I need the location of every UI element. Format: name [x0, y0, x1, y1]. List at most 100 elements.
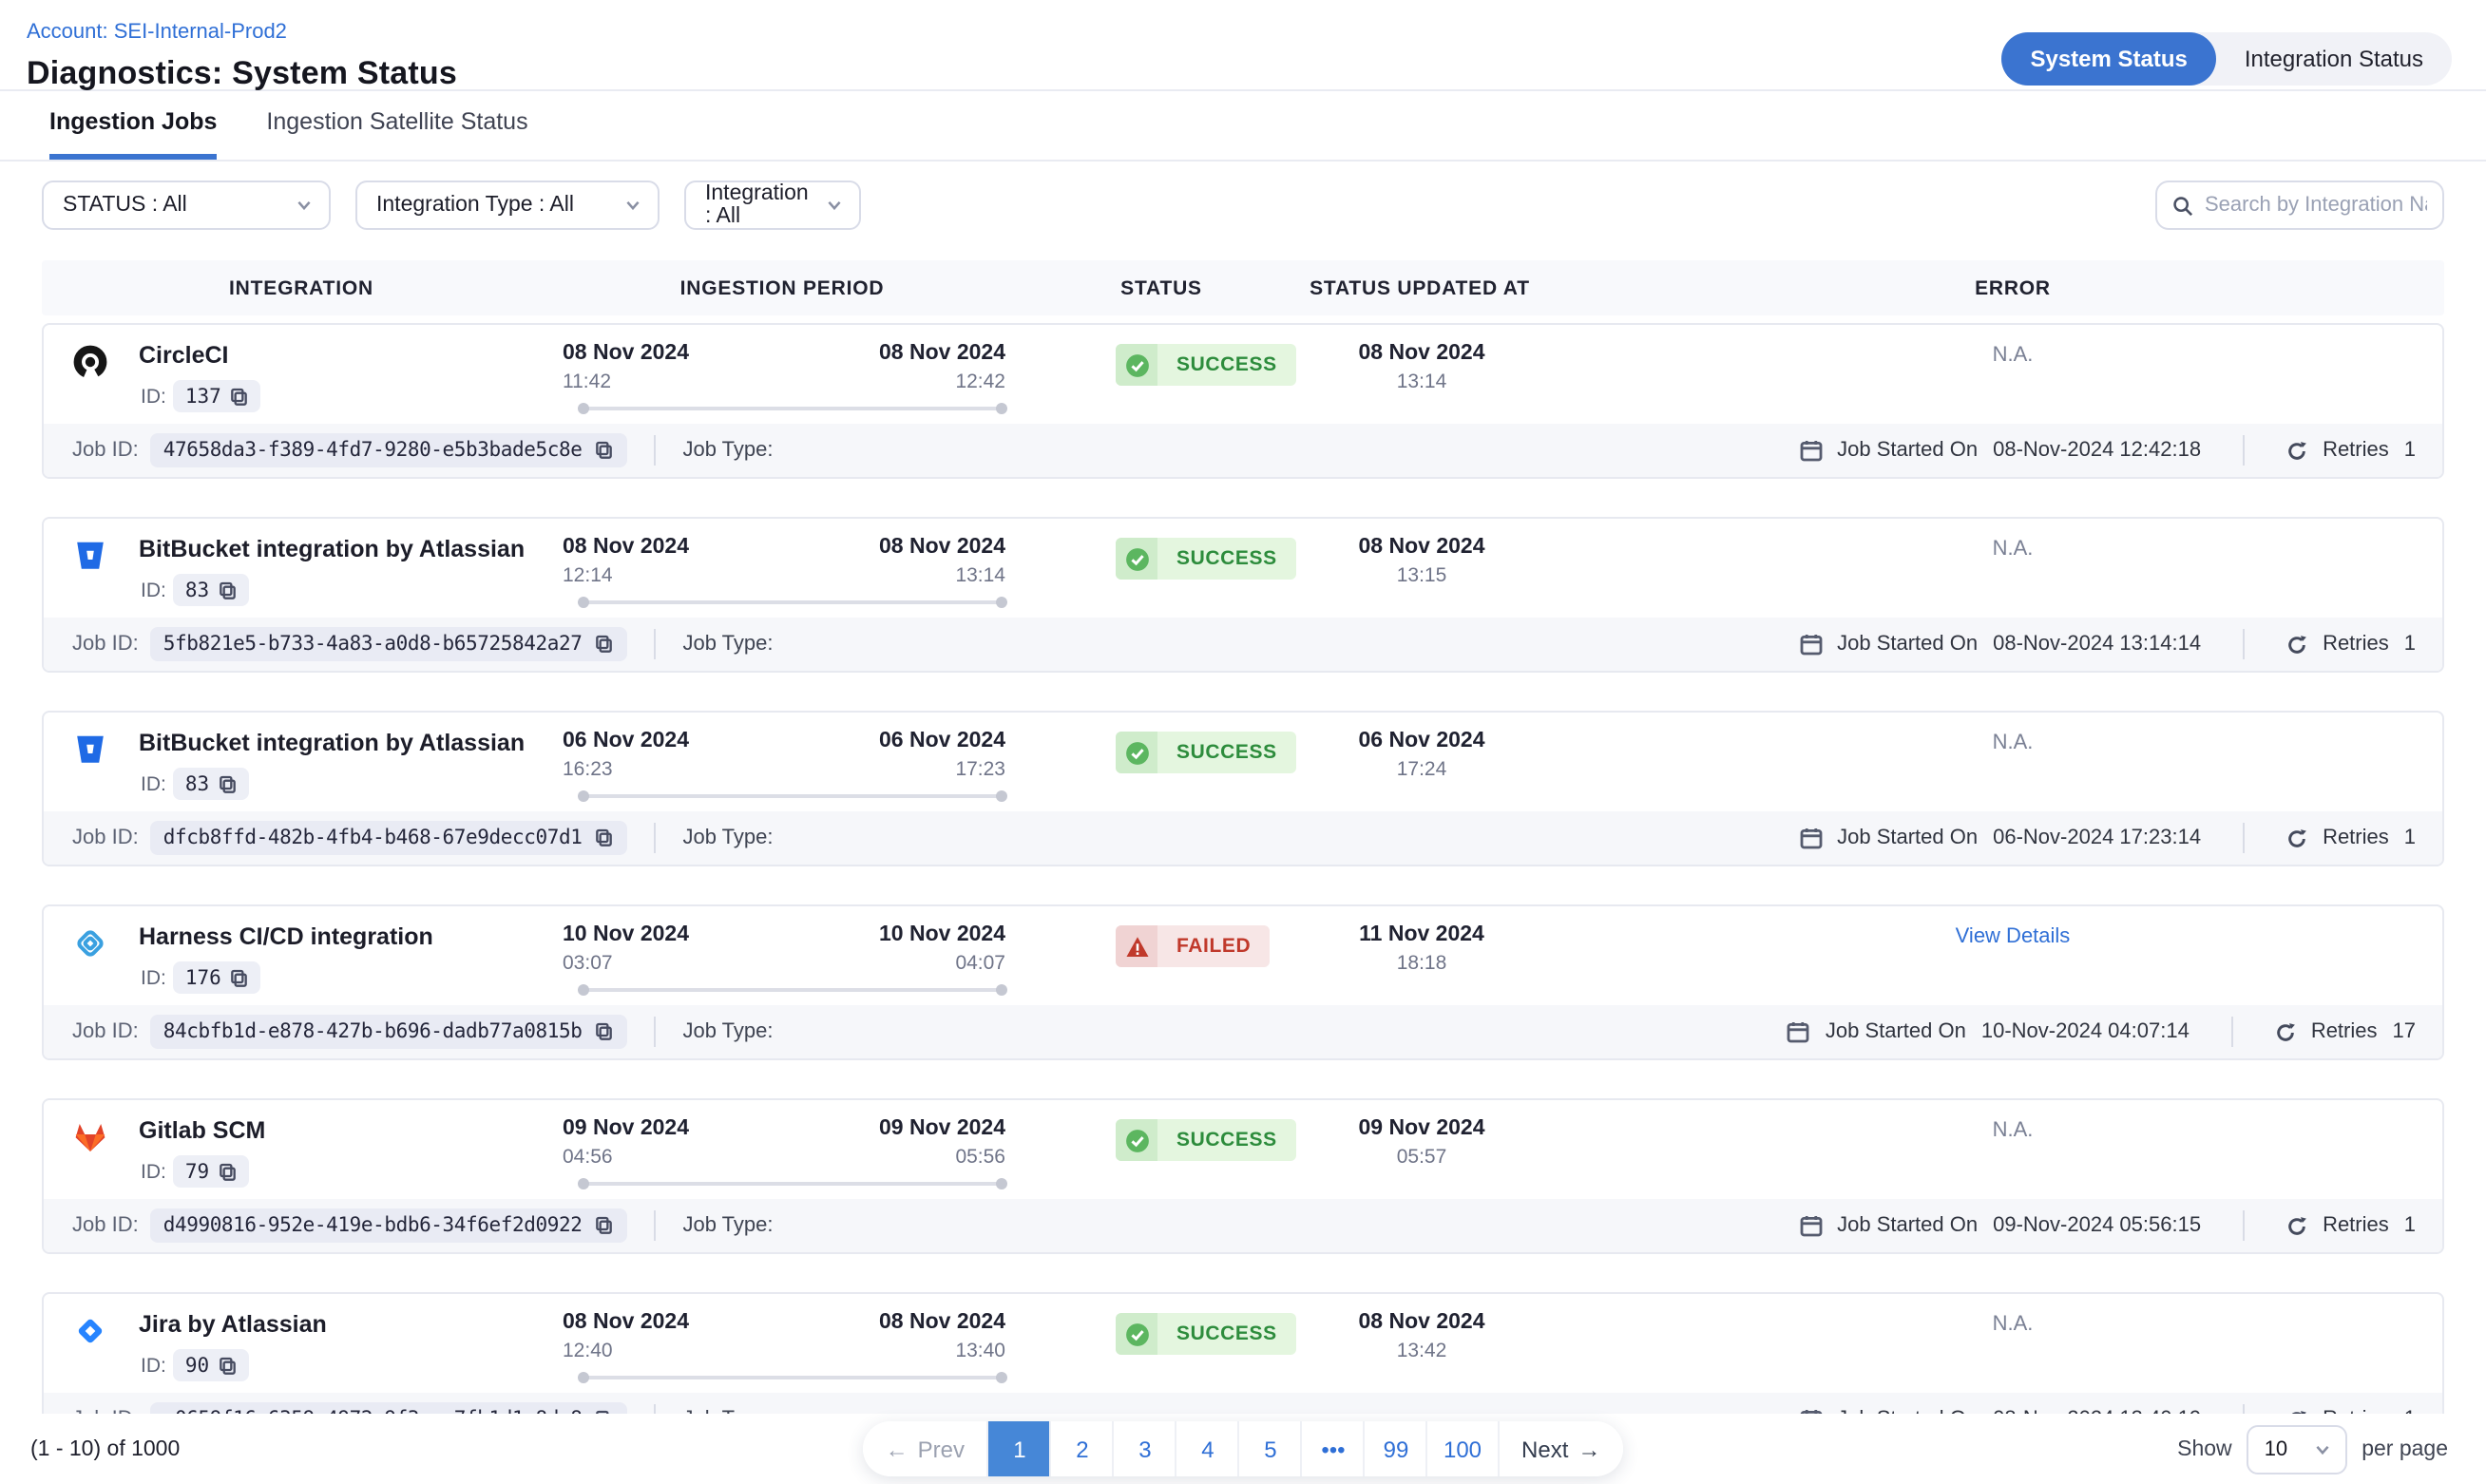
integration-type-filter-label: Integration Type : All [376, 194, 574, 217]
arrow-left-icon: ← [885, 1436, 908, 1462]
page-size-dropdown[interactable]: 10 [2247, 1424, 2347, 1474]
job-started-on-value: 09-Nov-2024 05:56:15 [1993, 1214, 2202, 1237]
job-type-label: Job Type: [682, 439, 774, 462]
status-filter-dropdown[interactable]: STATUS : All [42, 181, 331, 230]
job-id-value: d4990816-952e-419e-bdb6-34f6ef2d0922 [163, 1214, 583, 1237]
search-input[interactable] [2205, 194, 2427, 217]
page-number-button[interactable]: 2 [1051, 1421, 1115, 1476]
success-check-icon [1125, 353, 1148, 376]
copy-icon[interactable] [596, 1022, 615, 1041]
chevron-down-icon [297, 200, 311, 211]
retries-refresh-icon [2288, 828, 2306, 847]
job-id-label: Job ID: [72, 439, 139, 462]
job-started-on-value: 08-Nov-2024 13:14:14 [1993, 633, 2202, 656]
status-badge: SUCCESS [1116, 538, 1296, 580]
integration-id-chip[interactable]: 83 [173, 574, 250, 606]
status-badge-label: SUCCESS [1176, 353, 1277, 376]
copy-icon[interactable] [219, 774, 238, 793]
period-progress-track [578, 597, 1007, 608]
vertical-divider [654, 629, 657, 659]
vertical-divider [654, 823, 657, 853]
copy-icon[interactable] [231, 968, 250, 987]
success-check-icon [1125, 547, 1148, 570]
integration-id-chip[interactable]: 176 [173, 961, 261, 994]
integration-id-chip[interactable]: 137 [173, 380, 261, 412]
retries-label: Retries [2323, 1214, 2389, 1237]
retries-label: Retries [2323, 633, 2389, 656]
retries-value: 1 [2403, 1214, 2416, 1237]
next-page-button[interactable]: Next → [1499, 1421, 1624, 1476]
tab-ingestion-satellite-status[interactable]: Ingestion Satellite Status [266, 108, 528, 135]
ingestion-period-cell: 06 Nov 2024 16:23 06 Nov 2024 17:23 [563, 713, 1007, 811]
period-end: 06 Nov 2024 17:23 [879, 730, 1005, 781]
page-number-button[interactable]: 99 [1365, 1421, 1428, 1476]
job-id-chip[interactable]: 47658da3-f389-4fd7-9280-e5b3bade5c8e [149, 433, 628, 467]
integration-id-value: 79 [184, 1160, 210, 1183]
integration-name: Harness CI/CD integration [139, 923, 433, 950]
page-number-button[interactable]: 100 [1427, 1421, 1500, 1476]
copy-icon[interactable] [219, 1356, 238, 1375]
copy-icon[interactable] [596, 1216, 615, 1235]
job-id-chip[interactable]: 5fb821e5-b733-4a83-a0d8-b65725842a27 [149, 627, 628, 661]
error-cell[interactable]: N.A. [1992, 1119, 2034, 1142]
pagination-control: ← Prev 1 2 3 4 5 ••• 99 100 Next → [862, 1421, 1624, 1476]
prev-page-button[interactable]: ← Prev [862, 1421, 989, 1476]
calendar-icon [1788, 1022, 1810, 1043]
search-icon [2173, 196, 2193, 216]
id-label: ID: [141, 772, 166, 795]
retries-value: 1 [2403, 439, 2416, 462]
integration-id-chip[interactable]: 79 [173, 1155, 250, 1188]
error-cell[interactable]: N.A. [1992, 344, 2034, 367]
page-number-button[interactable]: 3 [1114, 1421, 1177, 1476]
error-cell[interactable]: N.A. [1992, 1313, 2034, 1336]
period-end-date: 08 Nov 2024 [879, 536, 1005, 559]
status-badge-label: SUCCESS [1176, 1322, 1277, 1345]
job-started-on-value: 10-Nov-2024 04:07:14 [1980, 1020, 2190, 1043]
copy-icon[interactable] [219, 1162, 238, 1181]
copy-icon[interactable] [219, 580, 238, 599]
copy-icon[interactable] [596, 635, 615, 654]
job-id-chip[interactable]: dfcb8ffd-482b-4fb4-b468-67e9decc07d1 [149, 821, 628, 855]
ingestion-job-row: BitBucket integration by Atlassian ID: 8… [42, 711, 2444, 866]
period-progress-track [578, 1372, 1007, 1383]
calendar-icon [1799, 441, 1822, 462]
period-end-date: 09 Nov 2024 [879, 1117, 1005, 1140]
job-id-label: Job ID: [72, 827, 139, 849]
copy-icon[interactable] [231, 387, 250, 406]
job-id-chip[interactable]: 84cbfb1d-e878-427b-b696-dadb77a0815b [149, 1015, 628, 1049]
integration-id-chip[interactable]: 83 [173, 768, 250, 800]
job-started-on-value: 08-Nov-2024 12:42:18 [1993, 439, 2202, 462]
copy-icon[interactable] [596, 828, 615, 847]
failed-warning-icon [1125, 936, 1148, 957]
integration-status-toggle-button[interactable]: Integration Status [2244, 46, 2423, 72]
success-check-icon [1125, 1322, 1148, 1345]
integration-filter-dropdown[interactable]: Integration : All [684, 181, 861, 230]
period-end-date: 06 Nov 2024 [879, 730, 1005, 752]
period-start-time: 11:42 [563, 371, 611, 393]
error-cell[interactable]: View Details [1955, 925, 2071, 948]
system-status-toggle-button[interactable]: System Status [2001, 32, 2216, 86]
error-cell[interactable]: N.A. [1992, 732, 2034, 754]
page-number-button[interactable]: 4 [1176, 1421, 1240, 1476]
period-end-date: 08 Nov 2024 [879, 1311, 1005, 1334]
period-end: 08 Nov 2024 12:42 [879, 342, 1005, 393]
error-cell[interactable]: N.A. [1992, 538, 2034, 561]
integration-name: Jira by Atlassian [139, 1311, 327, 1338]
status-updated-date: 11 Nov 2024 [1359, 923, 1484, 946]
job-id-chip[interactable]: d4990816-952e-419e-bdb6-34f6ef2d0922 [149, 1208, 628, 1243]
vertical-divider [654, 435, 657, 466]
integration-type-filter-dropdown[interactable]: Integration Type : All [355, 181, 660, 230]
page-number-button[interactable]: 5 [1239, 1421, 1303, 1476]
job-id-value: 47658da3-f389-4fd7-9280-e5b3bade5c8e [163, 439, 583, 462]
account-breadcrumb-link[interactable]: Account: SEI-Internal-Prod2 [27, 21, 287, 44]
status-updated-time: 18:18 [1396, 952, 1447, 975]
period-start-time: 12:14 [563, 564, 613, 587]
integration-search-box[interactable] [2155, 181, 2444, 230]
tab-ingestion-jobs[interactable]: Ingestion Jobs [49, 108, 218, 160]
integration-id-chip[interactable]: 90 [173, 1349, 250, 1381]
status-badge-label: SUCCESS [1176, 741, 1277, 764]
page-number-button[interactable]: 1 [988, 1421, 1052, 1476]
page-number-button[interactable]: ••• [1302, 1421, 1366, 1476]
copy-icon[interactable] [596, 441, 615, 460]
retries-value: 17 [2392, 1020, 2417, 1043]
